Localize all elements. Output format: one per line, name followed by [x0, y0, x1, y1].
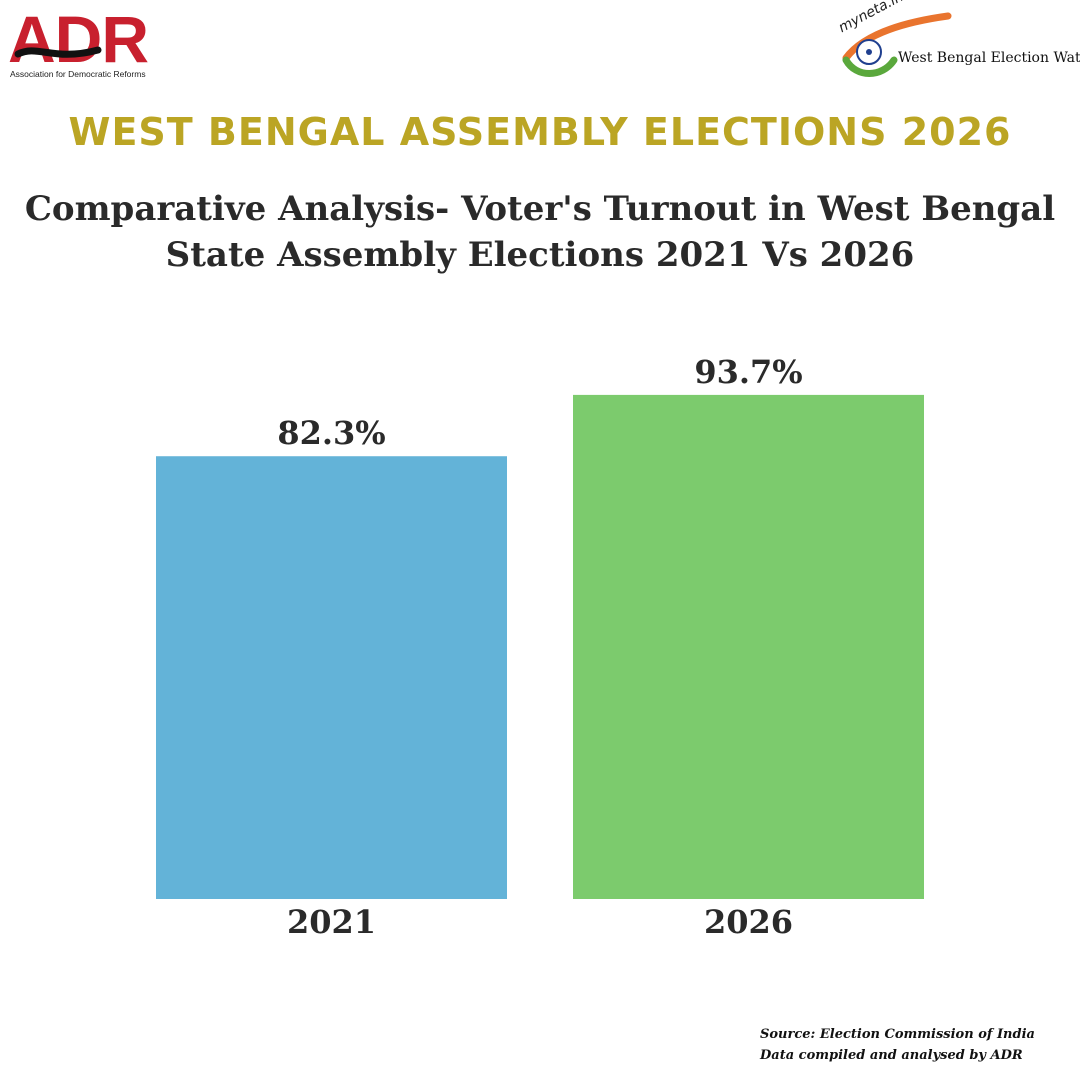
adr-tagline: Association for Democratic Reforms [10, 69, 146, 79]
bar-2026 [573, 394, 924, 899]
subtitle-line-2: State Assembly Elections 2021 Vs 2026 [165, 235, 915, 275]
bar-value-label-2026: 93.7% [694, 353, 802, 391]
category-label-2026: 2026 [704, 903, 793, 941]
credit-text: Data compiled and analysed by ADR [760, 1048, 1023, 1063]
myneta-logo: myneta.info West Bengal Election Watch [834, 0, 1080, 84]
myneta-caption: West Bengal Election Watch [898, 50, 1080, 66]
adr-logo: ADR Association for Democratic Reforms [8, 6, 170, 80]
source-text: Source: Election Commission of India [760, 1027, 1035, 1042]
adr-swoosh-icon [14, 46, 102, 58]
myneta-emblem-icon [842, 12, 952, 77]
source-note: Source: Election Commission of India Dat… [670, 1024, 1070, 1066]
page-title: WEST BENGAL ASSEMBLY ELECTIONS 2026 [68, 110, 1012, 154]
category-label-2021: 2021 [287, 903, 376, 941]
bar-value-label-2021: 82.3% [277, 414, 385, 452]
chart-subtitle: Comparative Analysis- Voter's Turnout in… [0, 186, 1080, 278]
bar-2021 [156, 456, 507, 899]
subtitle-line-1: Comparative Analysis- Voter's Turnout in… [24, 189, 1056, 229]
adr-logo-text: ADR [8, 2, 149, 76]
